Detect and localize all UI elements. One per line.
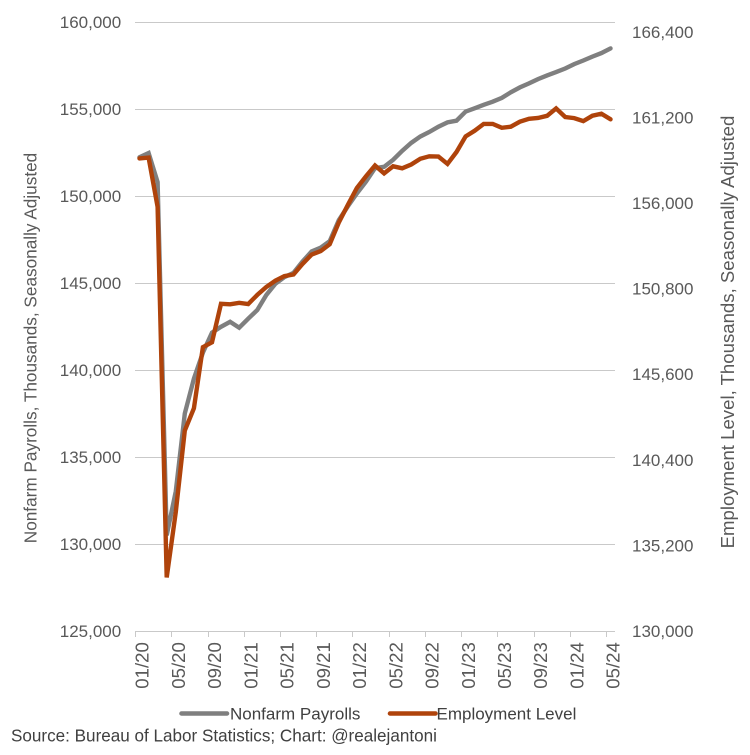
svg-text:Nonfarm Payrolls, Thousands, S: Nonfarm Payrolls, Thousands, Seasonally … xyxy=(21,153,41,543)
svg-text:09/23: 09/23 xyxy=(530,642,551,689)
svg-text:01/21: 01/21 xyxy=(240,642,261,689)
svg-text:09/22: 09/22 xyxy=(422,642,443,689)
svg-text:140,400: 140,400 xyxy=(632,451,693,470)
svg-text:130,000: 130,000 xyxy=(60,535,121,554)
svg-text:140,000: 140,000 xyxy=(60,361,121,380)
svg-text:09/20: 09/20 xyxy=(204,642,225,689)
svg-text:150,800: 150,800 xyxy=(632,280,693,299)
svg-text:Source: Bureau of Labor Statis: Source: Bureau of Labor Statistics; Char… xyxy=(11,726,437,745)
svg-text:125,000: 125,000 xyxy=(60,622,121,641)
svg-text:160,000: 160,000 xyxy=(60,13,121,32)
svg-text:145,600: 145,600 xyxy=(632,365,693,384)
svg-text:135,000: 135,000 xyxy=(60,448,121,467)
svg-text:05/24: 05/24 xyxy=(603,642,624,689)
svg-text:05/23: 05/23 xyxy=(494,642,515,689)
svg-text:01/20: 01/20 xyxy=(132,642,153,689)
svg-text:155,000: 155,000 xyxy=(60,100,121,119)
svg-text:05/20: 05/20 xyxy=(168,642,189,689)
svg-text:01/24: 01/24 xyxy=(566,642,587,689)
svg-text:01/23: 01/23 xyxy=(458,642,479,689)
svg-text:150,000: 150,000 xyxy=(60,187,121,206)
svg-text:05/22: 05/22 xyxy=(385,642,406,689)
svg-text:Employment Level, Thousands, S: Employment Level, Thousands, Seasonally … xyxy=(717,116,738,549)
svg-text:135,200: 135,200 xyxy=(632,536,693,555)
svg-text:09/21: 09/21 xyxy=(313,642,334,689)
svg-text:01/22: 01/22 xyxy=(349,642,370,689)
svg-text:Employment Level: Employment Level xyxy=(437,705,577,724)
svg-text:161,200: 161,200 xyxy=(632,109,693,128)
svg-text:166,400: 166,400 xyxy=(632,23,693,42)
svg-text:156,000: 156,000 xyxy=(632,194,693,213)
svg-text:05/21: 05/21 xyxy=(277,642,298,689)
svg-text:Nonfarm Payrolls: Nonfarm Payrolls xyxy=(230,705,360,724)
svg-text:145,000: 145,000 xyxy=(60,274,121,293)
svg-text:130,000: 130,000 xyxy=(632,622,693,641)
